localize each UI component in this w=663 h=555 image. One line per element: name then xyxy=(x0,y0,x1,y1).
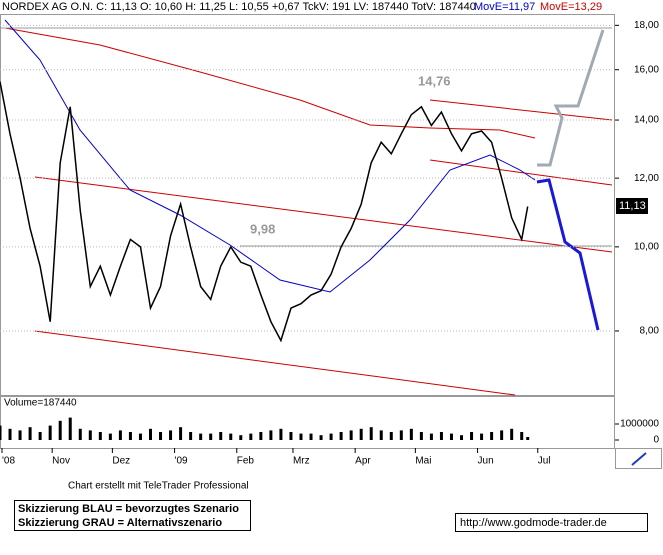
ma-label: MovE=11,97 xyxy=(474,1,535,13)
volume-bar xyxy=(38,432,42,440)
volume-bar xyxy=(118,430,122,440)
volume-bar xyxy=(470,432,474,440)
volume-bar xyxy=(209,433,213,440)
volume-bar xyxy=(159,432,163,440)
volume-bar xyxy=(319,435,323,440)
volume-bar xyxy=(229,433,233,440)
volume-bar xyxy=(169,430,173,440)
volume-bar xyxy=(269,430,273,440)
volume-bar xyxy=(0,425,2,440)
annotation: 14,76 xyxy=(418,73,451,88)
volume-bar xyxy=(249,433,253,440)
url[interactable]: http://www.godmode-trader.de xyxy=(460,517,607,529)
volume-bar xyxy=(259,432,263,440)
x-tick-label: Feb xyxy=(237,456,255,467)
volume-bar xyxy=(58,420,62,440)
y-tick-label: 14,00 xyxy=(634,115,659,126)
volume-bar xyxy=(460,435,464,440)
moving-average xyxy=(4,19,536,293)
volume-bar xyxy=(48,425,52,440)
note-box xyxy=(14,500,251,531)
volume-bar xyxy=(359,428,363,440)
volume-bar xyxy=(409,428,413,440)
x-tick-label: Mai xyxy=(415,456,431,467)
volume-bar xyxy=(189,432,193,440)
scenario-blue xyxy=(536,178,600,331)
ma-label: MovE=13,29 xyxy=(540,1,602,13)
price-panel xyxy=(0,14,615,396)
x-tick-label: Nov xyxy=(52,456,70,467)
volume-bar xyxy=(108,433,112,440)
x-tick-label: Jun xyxy=(478,456,494,467)
volume-label: Volume=187440 xyxy=(4,398,77,409)
volume-bar xyxy=(520,432,524,440)
volume-bar xyxy=(128,432,132,440)
volume-tick-label: 1000000 xyxy=(620,419,659,430)
volume-bar xyxy=(179,427,183,440)
volume-bar xyxy=(199,433,203,440)
volume-bar xyxy=(88,430,92,440)
volume-bar xyxy=(429,433,433,440)
volume-bar xyxy=(439,432,443,440)
url-box xyxy=(455,513,648,532)
note: Skizzierung BLAU = bevorzugtes Szenario xyxy=(18,503,239,515)
volume-bar xyxy=(98,432,102,440)
y-tick-label: 18,00 xyxy=(634,20,659,31)
volume-bar xyxy=(329,433,333,440)
corner-icon xyxy=(631,452,647,466)
volume-bar xyxy=(68,417,72,440)
volume-bar xyxy=(8,428,12,440)
volume-bar xyxy=(480,433,484,440)
volume-bar xyxy=(510,428,514,440)
volume-panel xyxy=(0,396,615,449)
header: NORDEX AG O.N. C: 11,13 O: 10,60 H: 11,2… xyxy=(2,1,476,13)
note: Skizzierung GRAU = Alternativszenario xyxy=(18,517,222,529)
y-tick-label: 12,00 xyxy=(634,173,659,184)
volume-bar xyxy=(419,432,423,440)
volume-bar xyxy=(148,428,152,440)
scenario-gray xyxy=(537,29,605,167)
volume-bar xyxy=(18,430,22,440)
volume-bar xyxy=(339,432,343,440)
y-tick-label: 8,00 xyxy=(640,326,660,337)
x-tick-label: '08 xyxy=(2,456,15,467)
volume-bar xyxy=(219,432,223,440)
x-tick-label: Jul xyxy=(538,456,551,467)
last-price-box xyxy=(616,198,648,214)
volume-bar xyxy=(299,433,303,440)
annotation: 9,98 xyxy=(250,221,275,236)
volume-bar xyxy=(379,430,383,440)
volume-bar xyxy=(239,435,243,440)
trend-lines xyxy=(4,27,613,396)
last-price: 11,13 xyxy=(619,200,646,212)
volume-bar xyxy=(389,432,393,440)
volume-bar xyxy=(28,427,32,440)
volume-bar xyxy=(78,428,82,440)
volume-bar xyxy=(369,427,373,440)
y-tick-label: 10,00 xyxy=(634,242,659,253)
volume-bar xyxy=(289,432,293,440)
volume-bar xyxy=(490,432,494,440)
volume-tick-label: 0 xyxy=(653,435,659,446)
volume-bar xyxy=(309,433,313,440)
volume-bar xyxy=(399,430,403,440)
volume-bar xyxy=(526,437,530,440)
volume-bar xyxy=(449,433,453,440)
volume-bar xyxy=(349,430,353,440)
x-tick-label: Mrz xyxy=(293,456,310,467)
y-tick-label: 16,00 xyxy=(634,64,659,75)
x-tick-label: Apr xyxy=(355,456,371,467)
x-tick-label: '09 xyxy=(175,456,188,467)
volume-bar xyxy=(138,433,142,440)
volume-bar xyxy=(279,428,283,440)
volume-bar xyxy=(500,430,504,440)
price-line xyxy=(0,81,529,343)
credit: Chart erstellt mit TeleTrader Profession… xyxy=(68,481,249,492)
x-tick-label: Dez xyxy=(112,456,130,467)
